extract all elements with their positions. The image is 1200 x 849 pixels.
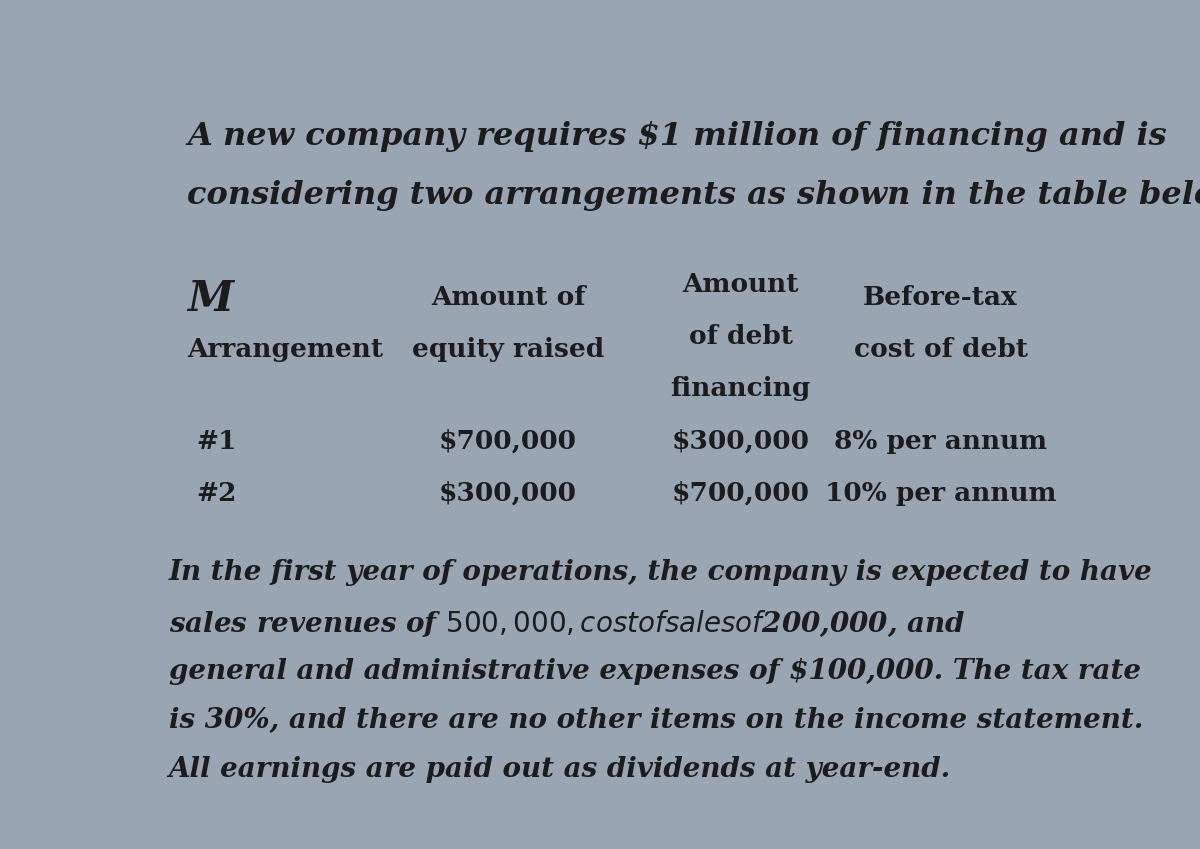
Text: Amount of: Amount of — [431, 285, 586, 310]
Text: Arrangement: Arrangement — [187, 337, 383, 363]
Text: $700,000: $700,000 — [672, 481, 810, 506]
Text: equity raised: equity raised — [412, 337, 604, 363]
Text: is 30%, and there are no other items on the income statement.: is 30%, and there are no other items on … — [168, 706, 1142, 734]
Text: A new company requires $1 million of financing and is: A new company requires $1 million of fin… — [187, 121, 1166, 153]
Text: general and administrative expenses of $100,000. The tax rate: general and administrative expenses of $… — [168, 657, 1140, 684]
Text: financing: financing — [671, 376, 811, 402]
Text: M: M — [187, 278, 233, 320]
Text: In the first year of operations, the company is expected to have: In the first year of operations, the com… — [168, 559, 1152, 587]
Text: sales revenues of $500,000, cost of sales of $200,000, and: sales revenues of $500,000, cost of sale… — [168, 609, 965, 638]
Text: #1: #1 — [197, 429, 236, 453]
Text: of debt: of debt — [689, 324, 792, 349]
Text: Before-tax: Before-tax — [863, 285, 1018, 310]
Text: 10% per annum: 10% per annum — [824, 481, 1056, 506]
Text: #2: #2 — [197, 481, 236, 506]
Text: $700,000: $700,000 — [439, 429, 577, 453]
Text: All earnings are paid out as dividends at year-end.: All earnings are paid out as dividends a… — [168, 756, 950, 783]
Text: $300,000: $300,000 — [439, 481, 577, 506]
Text: $300,000: $300,000 — [672, 429, 810, 453]
Text: cost of debt: cost of debt — [853, 337, 1027, 363]
Text: considering two arrangements as shown in the table below.: considering two arrangements as shown in… — [187, 180, 1200, 211]
Text: 8% per annum: 8% per annum — [834, 429, 1048, 453]
Text: Amount: Amount — [683, 272, 799, 297]
